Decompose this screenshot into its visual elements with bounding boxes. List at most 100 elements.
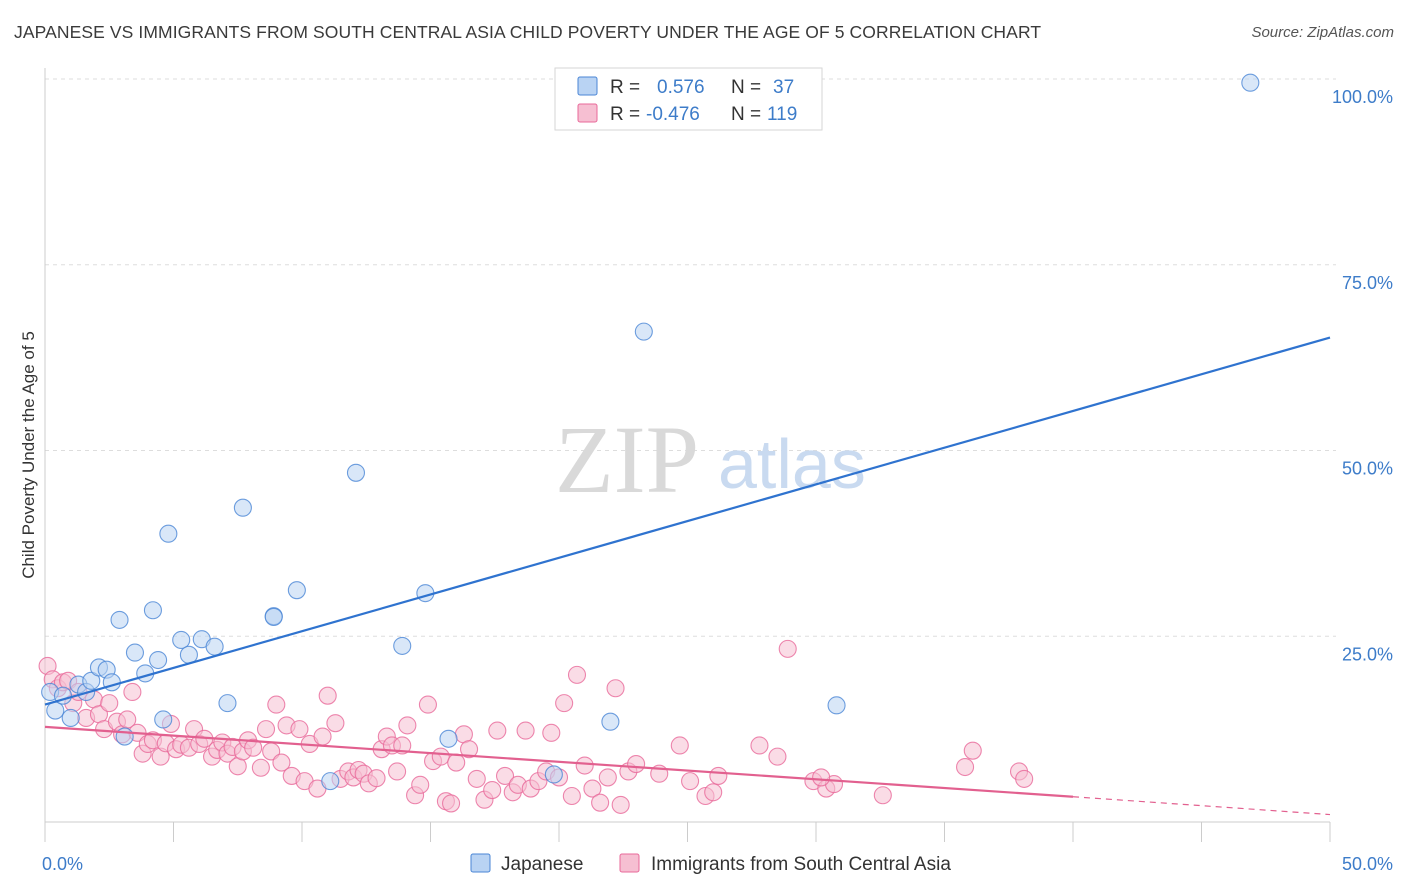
legend-r-label-japanese: R = xyxy=(610,77,640,98)
data-point-immigrants xyxy=(123,682,142,702)
trend-line-immigrants-extension xyxy=(1072,796,1331,816)
x-tick-label: 0.0% xyxy=(42,854,83,874)
data-point-immigrants xyxy=(459,740,479,759)
data-point-japanese xyxy=(149,650,168,670)
data-point-immigrants xyxy=(542,723,561,742)
data-point-immigrants xyxy=(393,736,412,755)
data-point-immigrants xyxy=(431,747,450,766)
data-point-immigrants xyxy=(778,639,797,658)
data-point-immigrants xyxy=(1015,769,1034,788)
data-point-immigrants xyxy=(681,772,700,791)
legend-n-label-japanese: N = xyxy=(731,77,761,98)
legend-r-label-immigrants: R = xyxy=(610,104,640,125)
y-tick-label: 75.0% xyxy=(1342,273,1393,293)
x-tick-label: 50.0% xyxy=(1342,854,1393,874)
data-point-japanese xyxy=(393,636,412,655)
legend-r-value-japanese: 0.576 xyxy=(657,77,705,98)
data-point-japanese xyxy=(110,610,129,629)
data-point-japanese xyxy=(143,601,162,620)
data-point-immigrants xyxy=(562,786,581,806)
legend-label-immigrants: Immigrants from South Central Asia xyxy=(651,854,951,875)
data-point-immigrants xyxy=(442,794,461,813)
data-point-immigrants xyxy=(583,779,602,798)
data-point-japanese xyxy=(287,581,306,600)
trend-lines xyxy=(44,336,1331,816)
data-point-japanese xyxy=(125,643,144,662)
y-axis-title: Child Poverty Under the Age of 5 xyxy=(19,331,38,579)
y-tick-label: 50.0% xyxy=(1342,459,1393,479)
series-japanese-points xyxy=(41,73,1260,791)
data-point-japanese xyxy=(346,463,366,482)
watermark-zip: ZIP xyxy=(555,406,699,513)
data-point-japanese xyxy=(233,498,252,517)
data-point-immigrants xyxy=(411,775,430,794)
data-point-immigrants xyxy=(768,747,787,766)
data-point-immigrants xyxy=(100,694,119,713)
data-point-immigrants xyxy=(591,793,610,812)
data-point-japanese xyxy=(601,712,620,731)
data-point-japanese xyxy=(61,708,80,728)
data-point-immigrants xyxy=(367,769,386,788)
data-point-immigrants xyxy=(272,753,291,772)
data-point-japanese xyxy=(46,701,65,720)
data-point-japanese xyxy=(544,765,563,784)
data-point-japanese xyxy=(115,727,134,746)
data-point-japanese xyxy=(264,607,283,626)
data-point-immigrants xyxy=(318,686,337,705)
grid-lines xyxy=(45,78,1336,637)
data-point-immigrants xyxy=(313,727,332,746)
data-point-japanese xyxy=(82,671,101,690)
y-tick-label: 25.0% xyxy=(1342,644,1393,664)
legend-swatch-immigrants xyxy=(577,103,598,123)
legend-r-value-immigrants: -0.476 xyxy=(646,104,700,125)
data-point-immigrants xyxy=(598,768,617,787)
data-point-immigrants xyxy=(704,783,723,802)
legend-n-value-japanese: 37 xyxy=(773,77,794,98)
data-point-japanese xyxy=(321,772,340,791)
trend-line-japanese xyxy=(44,336,1331,706)
data-point-immigrants xyxy=(812,768,831,787)
data-point-immigrants xyxy=(750,736,769,755)
series-immigrants-points xyxy=(38,639,1034,814)
data-point-immigrants xyxy=(467,769,486,788)
data-point-immigrants xyxy=(326,714,345,733)
data-point-immigrants xyxy=(709,766,728,785)
data-point-immigrants xyxy=(418,695,437,714)
legend-n-label-immigrants: N = xyxy=(731,104,761,125)
data-point-immigrants xyxy=(483,781,502,800)
data-point-immigrants xyxy=(398,716,417,735)
data-point-immigrants xyxy=(267,695,286,714)
data-point-immigrants xyxy=(251,758,270,777)
trend-line-immigrants xyxy=(44,725,1074,798)
data-point-immigrants xyxy=(606,679,625,698)
data-point-immigrants xyxy=(963,741,982,760)
series-legend: Japanese Immigrants from South Central A… xyxy=(470,853,951,875)
data-point-japanese xyxy=(218,694,237,713)
source-credit: Source: ZipAtlas.com xyxy=(1251,24,1394,41)
data-point-immigrants xyxy=(516,721,535,740)
data-point-japanese xyxy=(439,729,458,748)
legend-label-japanese: Japanese xyxy=(501,854,583,875)
legend-swatch-japanese-bottom xyxy=(470,853,491,873)
data-point-immigrants xyxy=(256,720,276,739)
correlation-legend: R = 0.576 N = 37 R = -0.476 N = 119 xyxy=(554,67,823,131)
data-point-japanese xyxy=(1241,73,1260,92)
data-point-immigrants xyxy=(290,720,309,739)
data-point-immigrants xyxy=(244,738,263,757)
data-point-immigrants xyxy=(611,795,630,814)
data-point-immigrants xyxy=(627,754,646,774)
data-point-immigrants xyxy=(670,736,689,755)
data-point-immigrants xyxy=(447,753,466,772)
legend-swatch-japanese xyxy=(577,76,598,96)
data-point-immigrants xyxy=(555,694,574,713)
data-point-japanese xyxy=(159,524,178,543)
chart-title: JAPANESE VS IMMIGRANTS FROM SOUTH CENTRA… xyxy=(14,22,1042,42)
data-point-japanese xyxy=(634,322,653,341)
tick-labels: 100.0% 75.0% 50.0% 25.0% 0.0% 50.0% xyxy=(42,87,1393,874)
watermark-atlas: atlas xyxy=(718,425,866,503)
data-point-japanese xyxy=(205,637,224,656)
data-point-immigrants xyxy=(956,757,975,777)
data-point-immigrants xyxy=(495,766,515,785)
data-point-immigrants xyxy=(488,721,507,740)
